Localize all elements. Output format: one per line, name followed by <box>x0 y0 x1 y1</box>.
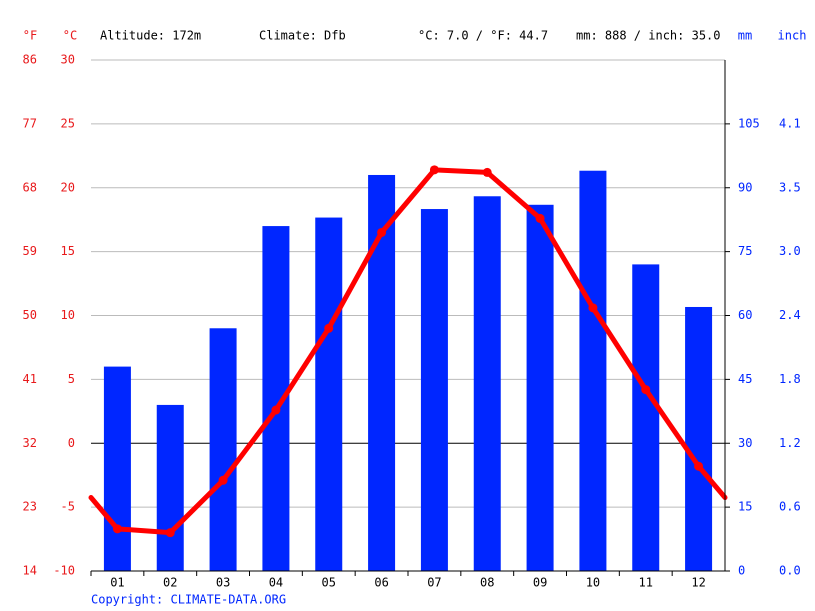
temperature-point <box>271 405 281 415</box>
precipitation-bar <box>420 209 448 571</box>
x-tick-label: 12 <box>691 576 705 590</box>
fahrenheit-tick-label: 77 <box>23 116 37 130</box>
inch-tick-label: 4.1 <box>779 116 801 130</box>
precipitation-bar <box>473 196 501 571</box>
temperature-point <box>482 167 492 177</box>
fahrenheit-tick-label: 86 <box>23 53 37 67</box>
temperature-line <box>117 167 701 536</box>
fahrenheit-unit: °F <box>23 29 37 43</box>
celsius-tick-label: 15 <box>61 244 75 258</box>
fahrenheit-tick-label: 23 <box>23 500 37 514</box>
x-tick-label: 07 <box>427 576 441 590</box>
fahrenheit-tick-label: 50 <box>23 308 37 322</box>
precipitation-bar <box>368 174 396 571</box>
x-tick-label: 08 <box>480 576 494 590</box>
precipitation-total: mm: 888 / inch: 35.0 <box>576 29 721 43</box>
temperature-point <box>324 323 334 333</box>
precipitation-bar <box>156 404 184 571</box>
temperature-point <box>588 303 598 313</box>
precipitation-bar <box>315 217 343 571</box>
celsius-tick-label: 5 <box>68 372 75 386</box>
mm-tick-label: 60 <box>738 308 752 322</box>
precipitation-bar <box>685 306 713 571</box>
fahrenheit-tick-label: 14 <box>23 564 37 578</box>
celsius-tick-label: 30 <box>61 53 75 67</box>
temperature-point <box>535 213 545 223</box>
celsius-tick-label: 20 <box>61 180 75 194</box>
fahrenheit-tick-label: 68 <box>23 180 37 194</box>
inch-tick-label: 2.4 <box>779 308 801 322</box>
precipitation-bar <box>579 170 607 571</box>
x-tick-label: 01 <box>110 576 124 590</box>
altitude: Altitude: 172m <box>100 29 201 43</box>
precipitation-bar <box>526 204 554 572</box>
mm-unit: mm <box>738 29 752 43</box>
temperature-point <box>377 227 387 237</box>
bars <box>103 170 713 572</box>
x-tick-label: 11 <box>639 576 653 590</box>
climate: Climate: Dfb <box>259 29 346 43</box>
mm-tick-label: 15 <box>738 500 752 514</box>
x-tick-label: 09 <box>533 576 547 590</box>
fahrenheit-tick-label: 41 <box>23 372 37 386</box>
inch-tick-label: 0.6 <box>779 500 801 514</box>
copyright: Copyright: CLIMATE-DATA.ORG <box>91 593 286 607</box>
temperature-average: °C: 7.0 / °F: 44.7 <box>418 29 548 43</box>
celsius-unit: °C <box>63 29 77 43</box>
x-tick-label: 03 <box>216 576 230 590</box>
inch-tick-label: 1.2 <box>779 436 801 450</box>
temperature-point <box>112 524 122 534</box>
fahrenheit-tick-label: 32 <box>23 436 37 450</box>
temperature-line-extension <box>88 463 728 532</box>
inch-tick-label: 3.0 <box>779 244 801 258</box>
mm-tick-label: 30 <box>738 436 752 450</box>
precipitation-bar <box>103 366 131 571</box>
inch-tick-label: 1.8 <box>779 372 801 386</box>
temperature-point <box>641 385 651 395</box>
x-tick-label: 02 <box>163 576 177 590</box>
precipitation-bar <box>632 264 660 571</box>
mm-tick-label: 0 <box>738 564 745 578</box>
x-tick-label: 10 <box>586 576 600 590</box>
temperature-line-group <box>88 165 728 538</box>
celsius-tick-label: -5 <box>61 500 75 514</box>
precipitation-bar <box>209 328 237 571</box>
fahrenheit-tick-label: 59 <box>23 244 37 258</box>
temperature-point <box>694 461 704 471</box>
celsius-tick-label: 25 <box>61 116 75 130</box>
mm-tick-label: 90 <box>738 180 752 194</box>
inch-tick-label: 3.5 <box>779 180 801 194</box>
celsius-tick-label: -10 <box>53 564 75 578</box>
mm-tick-label: 75 <box>738 244 752 258</box>
x-tick-label: 06 <box>374 576 388 590</box>
mm-tick-label: 45 <box>738 372 752 386</box>
celsius-tick-label: 10 <box>61 308 75 322</box>
temperature-point <box>165 528 175 538</box>
x-tick-label: 04 <box>269 576 283 590</box>
inch-tick-label: 0.0 <box>779 564 801 578</box>
inch-unit: inch <box>778 29 807 43</box>
celsius-tick-label: 0 <box>68 436 75 450</box>
x-tick-label: 05 <box>322 576 336 590</box>
temperature-point <box>218 475 228 485</box>
mm-tick-label: 105 <box>738 116 760 130</box>
temperature-point <box>429 165 439 175</box>
